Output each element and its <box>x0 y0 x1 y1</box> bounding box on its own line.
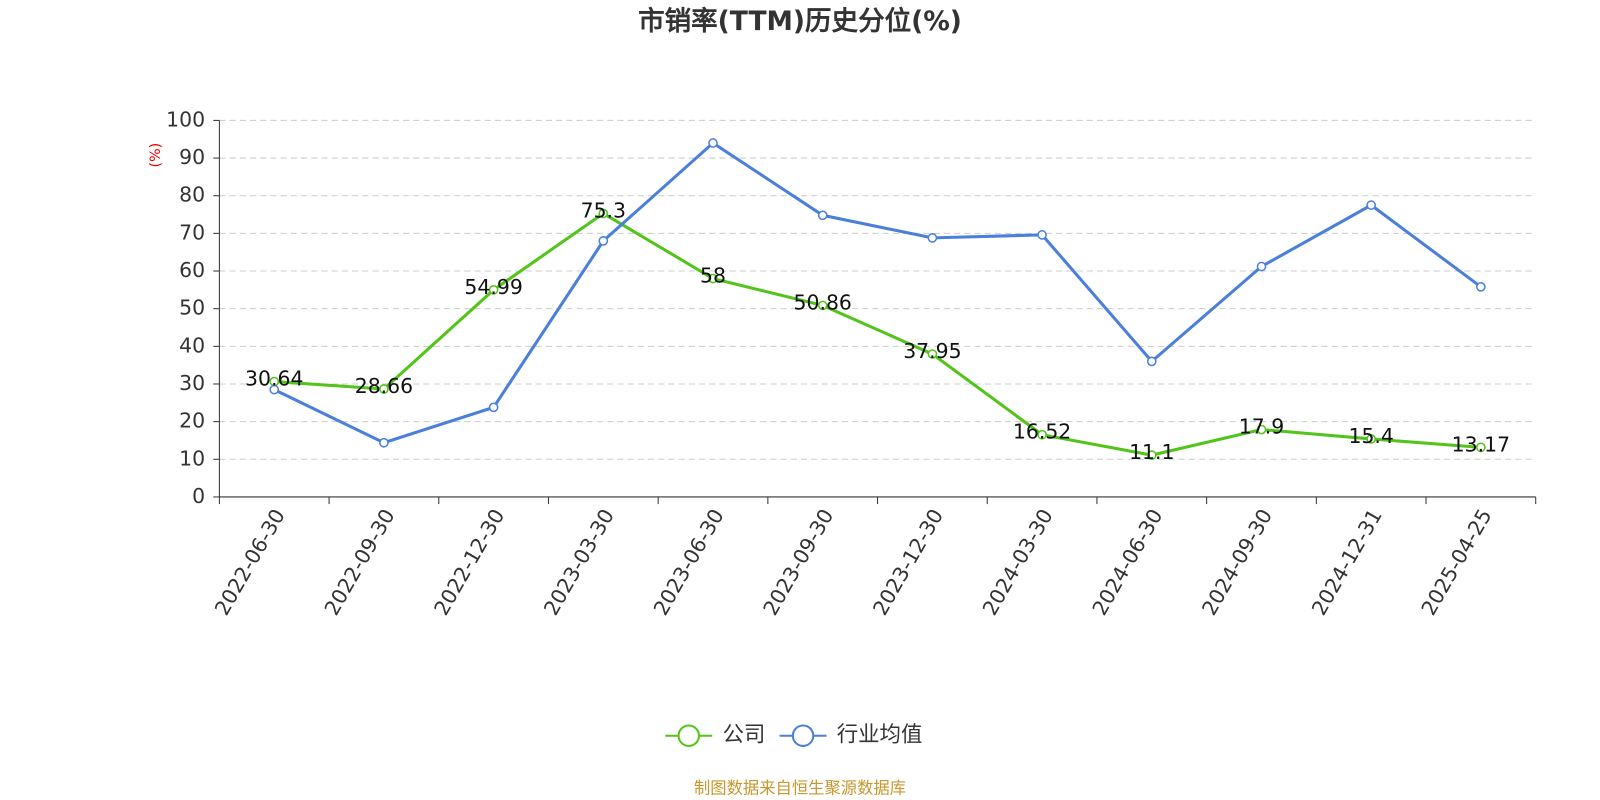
point <box>1476 281 1486 292</box>
data-label: 50.86 <box>794 290 852 314</box>
y-tick-label: 40 <box>179 333 205 357</box>
data-label: 15.4 <box>1348 424 1393 448</box>
data-label: 11.1 <box>1129 440 1174 464</box>
x-tick-label: 2025-04-25 <box>1416 505 1496 620</box>
point <box>379 437 389 448</box>
x-tick-label: 2023-09-30 <box>758 505 838 620</box>
data-label: 37.95 <box>903 339 961 363</box>
point <box>1256 261 1267 272</box>
series-line <box>274 211 1481 457</box>
x-tick-label: 2024-09-30 <box>1197 505 1277 620</box>
y-tick-label: 90 <box>179 145 205 169</box>
y-tick-label: 10 <box>179 446 205 470</box>
x-tick-label: 2023-06-30 <box>649 505 729 620</box>
point <box>269 384 280 395</box>
y-tick-label: 30 <box>179 371 205 395</box>
point <box>1366 434 1377 444</box>
data-label: 13.17 <box>1452 432 1510 456</box>
point <box>488 285 499 295</box>
point <box>379 384 389 394</box>
point <box>1256 424 1267 435</box>
point <box>1037 429 1047 440</box>
x-tick-label: 2022-09-30 <box>320 505 400 620</box>
point <box>817 300 828 311</box>
point <box>1366 200 1377 210</box>
source-note: 制图数据来自恒生聚源数据库 <box>694 778 906 797</box>
point <box>927 233 938 243</box>
point <box>488 402 499 413</box>
y-tick-label: 0 <box>192 484 205 508</box>
series-line <box>273 141 1482 445</box>
y-axis-label: (%) <box>148 143 164 168</box>
y-tick-label: 50 <box>179 296 205 320</box>
point <box>1146 450 1157 460</box>
data-label: 28.66 <box>355 374 413 398</box>
data-label: 75.3 <box>581 198 626 222</box>
legend-label: 行业均值 <box>837 723 923 748</box>
x-tick-label: 2024-03-30 <box>978 505 1058 620</box>
data-label: 17.9 <box>1239 414 1284 438</box>
point <box>1037 230 1047 240</box>
point <box>927 349 938 359</box>
x-tick-label: 2023-03-30 <box>539 505 619 620</box>
legend-marker <box>677 724 700 747</box>
legend-label: 公司 <box>722 723 765 748</box>
x-tick-label: 2022-06-30 <box>210 505 290 620</box>
x-tick-label: 2024-12-31 <box>1307 505 1387 620</box>
y-tick-label: 80 <box>179 183 205 207</box>
legend-marker <box>791 724 815 747</box>
data-label: 16.52 <box>1013 420 1071 444</box>
data-label: 54.99 <box>464 275 522 299</box>
point <box>708 138 718 148</box>
y-tick-label: 60 <box>179 258 205 282</box>
point <box>708 273 718 284</box>
point <box>1476 442 1486 453</box>
data-label: 30.64 <box>245 367 303 391</box>
x-tick-label: 2023-12-30 <box>868 505 948 620</box>
point <box>817 210 828 221</box>
data-label: 58 <box>700 264 726 288</box>
y-tick-label: 70 <box>179 220 205 244</box>
x-tick-label: 2024-06-30 <box>1087 505 1167 620</box>
point <box>598 208 609 219</box>
y-tick-label: 100 <box>166 107 205 131</box>
y-tick-label: 20 <box>179 409 205 433</box>
point <box>1146 356 1157 367</box>
x-tick-label: 2022-12-30 <box>429 505 509 620</box>
point <box>598 236 609 246</box>
chart-title: 市销率(TTM)历史分位(%) <box>638 6 962 37</box>
